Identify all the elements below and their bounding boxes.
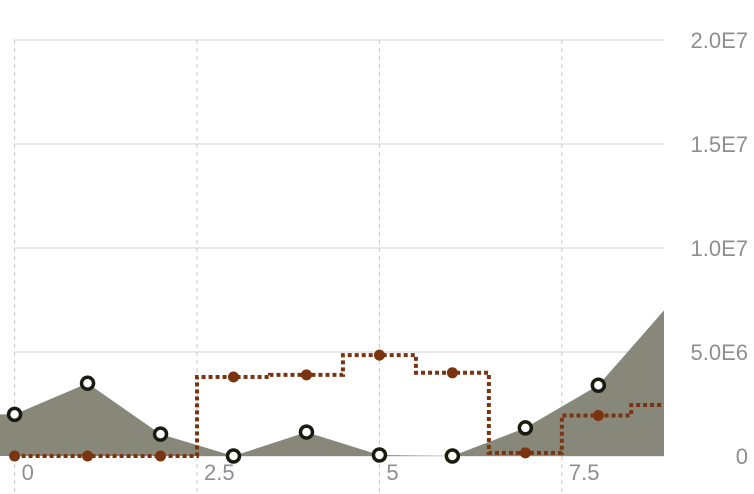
area-series-fill xyxy=(0,310,664,456)
area-series-point-7 xyxy=(517,420,534,436)
area-series-point-1 xyxy=(79,375,96,391)
area-series-point-2 xyxy=(152,426,169,442)
step-series-point-6 xyxy=(446,367,458,379)
y-tick-label-3: 1.5E7 xyxy=(691,132,749,157)
step-series-point-7 xyxy=(519,447,531,459)
step-series-point-1 xyxy=(82,450,94,462)
x-tick-label-0: 0 xyxy=(22,460,34,485)
area-series-point-3 xyxy=(225,448,242,464)
step-series-point-5 xyxy=(373,349,385,361)
area-series-point-8 xyxy=(590,377,607,394)
step-series-point-2 xyxy=(155,450,167,462)
step-series-line xyxy=(14,353,664,458)
y-tick-label-4: 2.0E7 xyxy=(691,28,749,53)
step-series-point-8 xyxy=(592,409,604,421)
y-tick-label-1: 5.0E6 xyxy=(691,340,749,365)
step-series-point-3 xyxy=(227,371,239,383)
area-series-point-0 xyxy=(6,406,23,423)
area-series-point-5 xyxy=(371,447,388,463)
y-tick-label-0: 0 xyxy=(736,444,748,469)
x-tick-label-2: 5 xyxy=(386,460,398,485)
x-tick-label-3: 7.5 xyxy=(569,460,600,485)
y-tick-labels: 0 5.0E6 1.0E7 1.5E7 2.0E7 xyxy=(691,28,749,469)
step-series-point-0 xyxy=(9,450,21,462)
x-tick-labels: 0 2.5 5 7.5 xyxy=(22,460,600,485)
grid-y xyxy=(14,39,664,457)
area-series-point-4 xyxy=(298,424,315,440)
x-tick-label-1: 2.5 xyxy=(204,460,235,485)
y-tick-label-2: 1.0E7 xyxy=(691,236,749,261)
area-series-point-6 xyxy=(444,448,461,464)
step-series-point-4 xyxy=(300,369,312,381)
series-layer xyxy=(0,310,664,464)
